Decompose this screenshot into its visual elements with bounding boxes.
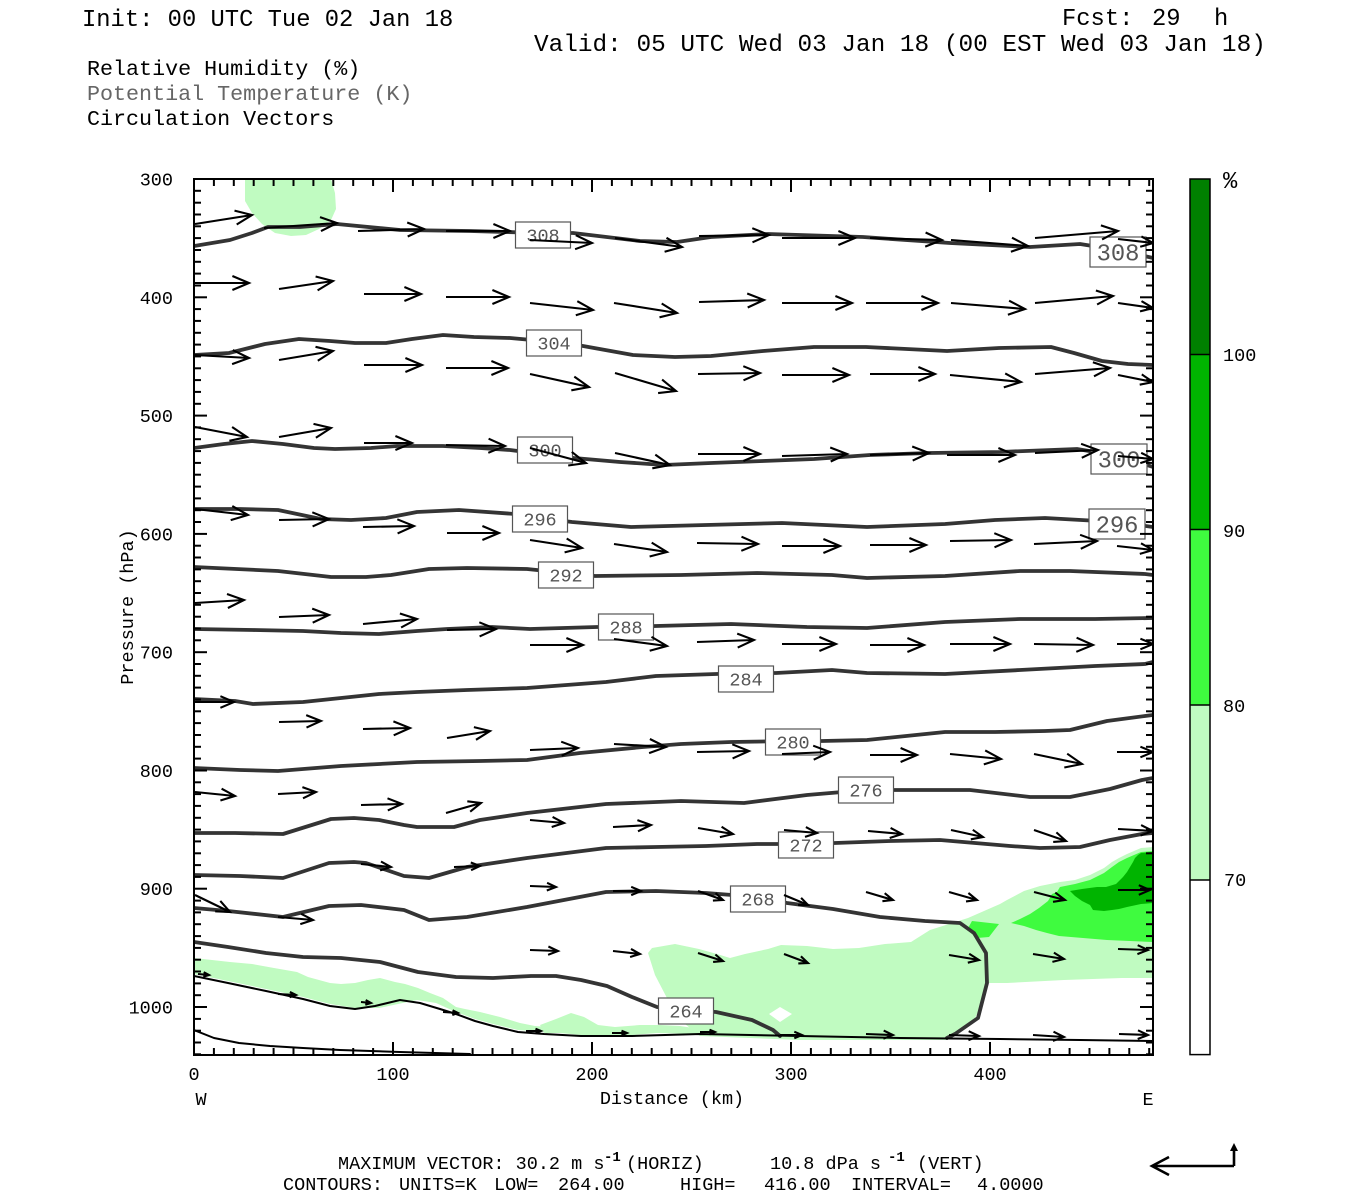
- svg-text:4.0000: 4.0000: [977, 1175, 1044, 1196]
- svg-text:300: 300: [140, 171, 173, 192]
- svg-text:500: 500: [140, 407, 173, 428]
- svg-text:284: 284: [729, 671, 762, 692]
- svg-text:268: 268: [741, 891, 774, 912]
- svg-text:h: h: [1214, 6, 1228, 33]
- svg-text:600: 600: [140, 525, 173, 546]
- svg-text:%: %: [1223, 169, 1238, 196]
- svg-text:100: 100: [1223, 346, 1256, 367]
- svg-text:200: 200: [575, 1065, 608, 1086]
- svg-text:CONTOURS:: CONTOURS:: [283, 1175, 383, 1196]
- svg-text:296: 296: [523, 511, 556, 532]
- svg-text:100: 100: [376, 1065, 409, 1086]
- svg-text:264: 264: [669, 1003, 702, 1024]
- svg-text:80: 80: [1223, 697, 1245, 718]
- svg-text:Potential Temperature (K): Potential Temperature (K): [87, 82, 412, 107]
- svg-text:304: 304: [537, 335, 570, 356]
- svg-text:INTERVAL=: INTERVAL=: [851, 1175, 951, 1196]
- svg-text:-1: -1: [888, 1150, 905, 1166]
- svg-text:UNITS=K: UNITS=K: [399, 1175, 478, 1196]
- svg-text:400: 400: [973, 1065, 1006, 1086]
- svg-text:Pressure (hPa): Pressure (hPa): [118, 529, 139, 684]
- svg-text:264.00: 264.00: [558, 1175, 625, 1196]
- svg-text:-1: -1: [604, 1150, 621, 1166]
- svg-text:416.00: 416.00: [764, 1175, 831, 1196]
- svg-text:LOW=: LOW=: [494, 1175, 538, 1196]
- svg-text:Fcst:: Fcst:: [1062, 6, 1133, 33]
- svg-text:300: 300: [1098, 448, 1141, 475]
- svg-text:276: 276: [849, 782, 882, 803]
- svg-text:700: 700: [140, 644, 173, 665]
- svg-text:288: 288: [609, 619, 642, 640]
- svg-text:300: 300: [774, 1065, 807, 1086]
- svg-text:0: 0: [188, 1065, 199, 1086]
- svg-text:90: 90: [1223, 522, 1245, 543]
- svg-text:292: 292: [549, 567, 582, 588]
- svg-text:1000: 1000: [129, 999, 173, 1020]
- svg-text:Relative Humidity (%): Relative Humidity (%): [87, 57, 360, 82]
- svg-text:308: 308: [526, 227, 559, 248]
- svg-text:800: 800: [140, 762, 173, 783]
- svg-text:(HORIZ): (HORIZ): [626, 1154, 704, 1175]
- svg-text:10.8 dPa s: 10.8 dPa s: [770, 1154, 881, 1175]
- svg-text:Circulation Vectors: Circulation Vectors: [87, 107, 334, 132]
- svg-text:W: W: [195, 1090, 207, 1111]
- svg-text:308: 308: [1097, 241, 1140, 268]
- svg-text:Init: 00 UTC Tue 02 Jan 18: Init: 00 UTC Tue 02 Jan 18: [82, 7, 453, 34]
- svg-text:296: 296: [1096, 513, 1139, 540]
- svg-text:70: 70: [1224, 871, 1246, 892]
- svg-text:MAXIMUM VECTOR: 30.2 m s: MAXIMUM VECTOR: 30.2 m s: [338, 1154, 604, 1175]
- svg-text:400: 400: [140, 289, 173, 310]
- svg-text:HIGH=: HIGH=: [680, 1175, 736, 1196]
- svg-text:272: 272: [789, 837, 822, 858]
- svg-text:E: E: [1142, 1090, 1153, 1111]
- svg-text:Distance (km): Distance (km): [600, 1089, 744, 1110]
- svg-text:(VERT): (VERT): [917, 1154, 984, 1175]
- svg-text:Valid: 05 UTC Wed 03 Jan 18 (0: Valid: 05 UTC Wed 03 Jan 18 (00 EST Wed …: [534, 32, 1266, 59]
- svg-text:900: 900: [140, 880, 173, 901]
- svg-text:29: 29: [1152, 6, 1181, 33]
- svg-text:280: 280: [776, 734, 809, 755]
